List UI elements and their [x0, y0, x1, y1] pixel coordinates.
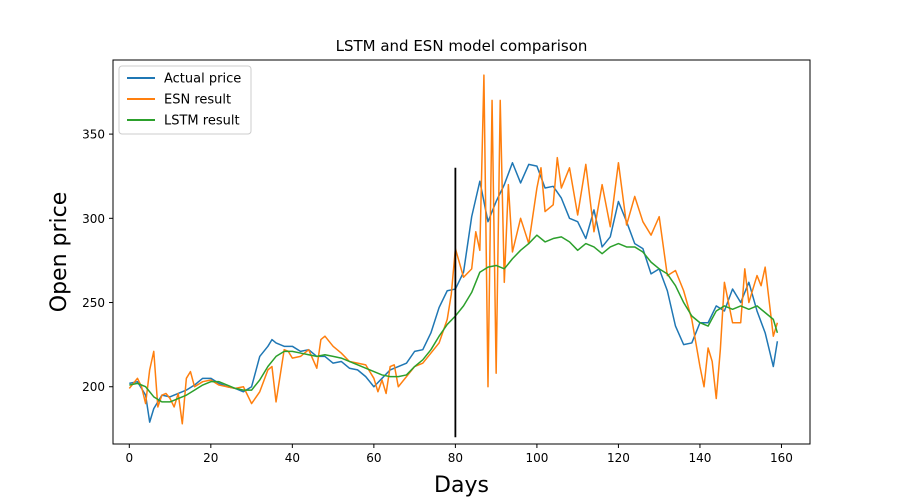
legend-box [118, 65, 252, 135]
legend-label-esn-result: ESN result [164, 93, 231, 108]
x-tick-label: 140 [688, 451, 711, 465]
x-axis-label: Days [434, 473, 489, 498]
x-axis: 0 20 40 60 80 100 120 140 160 [125, 444, 793, 465]
x-tick-label: 20 [203, 451, 218, 465]
legend: Actual price ESN result LSTM result [118, 65, 252, 135]
x-tick-label: 0 [125, 451, 133, 465]
x-tick-label: 160 [770, 451, 793, 465]
y-axis: 200 250 300 350 [82, 128, 113, 394]
y-tick-label: 250 [82, 296, 105, 310]
x-tick-label: 80 [448, 451, 463, 465]
series-line-esn-result [128, 74, 779, 425]
chart-title: LSTM and ESN model comparison [336, 37, 588, 55]
y-tick-label: 300 [82, 212, 105, 226]
x-tick-label: 60 [366, 451, 381, 465]
x-tick-label: 120 [607, 451, 630, 465]
legend-label-actual-price: Actual price [164, 72, 241, 87]
x-tick-label: 100 [525, 451, 548, 465]
x-tick-label: 40 [285, 451, 300, 465]
y-axis-label: Open price [47, 192, 72, 313]
legend-label-lstm-result: LSTM result [164, 114, 240, 129]
y-tick-label: 200 [82, 380, 105, 394]
y-tick-label: 350 [82, 128, 105, 142]
plot-area-frame [112, 59, 811, 445]
